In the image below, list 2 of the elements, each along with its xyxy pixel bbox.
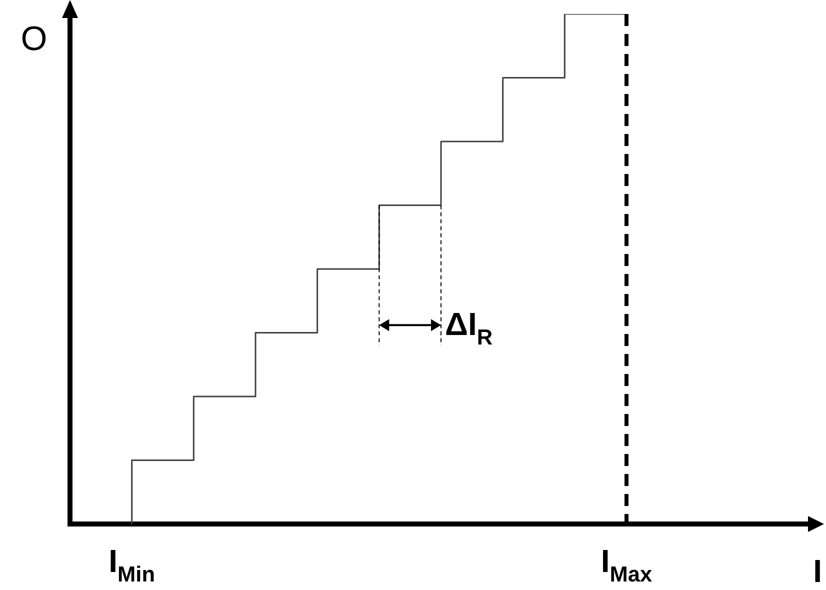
x-axis-title: I bbox=[813, 553, 822, 589]
y-axis-title: O bbox=[20, 20, 48, 58]
